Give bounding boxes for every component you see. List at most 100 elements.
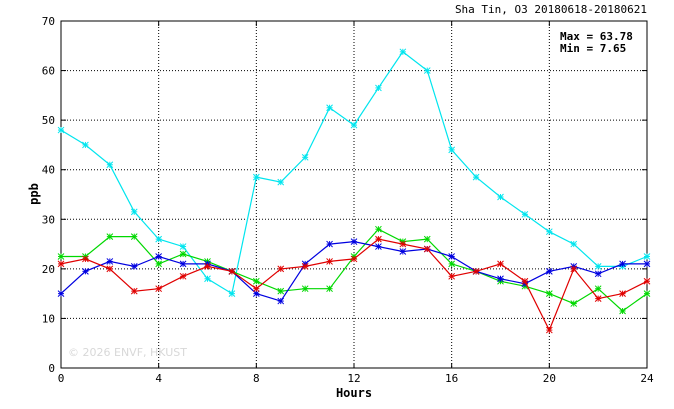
data-point (472, 267, 480, 275)
data-point (643, 277, 651, 285)
x-axis-label: Hours (336, 386, 372, 400)
y-tick-label: 20 (42, 263, 55, 276)
data-point (301, 153, 309, 161)
y-tick-label: 30 (42, 213, 55, 226)
data-point (155, 285, 163, 293)
data-point (375, 225, 382, 233)
data-point (155, 253, 163, 260)
data-point (301, 263, 309, 270)
data-point (277, 297, 285, 305)
data-point (545, 228, 553, 236)
data-point (326, 285, 333, 293)
data-point (252, 285, 260, 293)
x-tick-label: 12 (347, 372, 360, 385)
data-point (204, 263, 211, 270)
chart-title: Sha Tin, O3 20180618-20180621 (455, 3, 647, 16)
data-point (399, 48, 407, 56)
data-point (497, 260, 504, 268)
data-point (497, 275, 504, 283)
data-point (301, 285, 309, 293)
data-point (179, 260, 187, 268)
data-point (448, 253, 456, 260)
data-point (375, 235, 382, 243)
data-point (277, 287, 285, 295)
data-point (326, 104, 333, 112)
data-point (594, 285, 602, 293)
y-axis-label: ppb (27, 183, 41, 205)
y-tick-label: 60 (42, 65, 55, 78)
data-point (350, 121, 358, 129)
x-tick-label: 8 (253, 372, 260, 385)
series-1 (57, 48, 651, 297)
data-point (130, 263, 138, 270)
data-point (375, 243, 382, 250)
x-tick-label: 4 (155, 372, 162, 385)
data-point (179, 250, 187, 258)
x-tick-label: 24 (640, 372, 654, 385)
data-point (423, 235, 431, 243)
data-point (399, 248, 407, 255)
data-point (545, 326, 553, 334)
data-point (643, 253, 651, 260)
y-tick-label: 10 (42, 312, 55, 325)
data-point (643, 260, 651, 268)
data-point (594, 263, 602, 270)
x-tick-label: 16 (445, 372, 458, 385)
data-point (179, 272, 187, 280)
data-point (57, 290, 65, 297)
data-point (399, 240, 407, 248)
data-point (228, 290, 236, 297)
y-tick-label: 50 (42, 114, 55, 127)
data-point (497, 193, 504, 201)
data-point (521, 277, 529, 285)
data-point (130, 287, 138, 295)
data-point (423, 67, 431, 74)
data-point (57, 126, 65, 134)
data-point (619, 290, 626, 297)
series-layer (57, 48, 651, 334)
data-point (448, 272, 456, 280)
data-point (619, 307, 626, 315)
y-tick-label: 40 (42, 164, 55, 177)
data-point (179, 243, 187, 250)
data-point (277, 265, 285, 273)
data-point (350, 255, 358, 263)
series-line (60, 240, 647, 302)
data-point (82, 255, 89, 263)
data-point (204, 275, 211, 283)
ticks: 0 4 8 12 16 20 24 0 10 20 30 40 50 60 70 (42, 15, 654, 385)
data-point (252, 173, 260, 181)
data-point (545, 267, 553, 275)
data-point (155, 235, 163, 243)
data-point (570, 300, 578, 307)
data-point (106, 161, 114, 169)
data-point (448, 260, 456, 268)
watermark: © 2026 ENVF, HKUST (68, 346, 187, 359)
data-point (326, 258, 333, 265)
series-4 (57, 235, 651, 334)
y-tick-label: 70 (42, 15, 55, 28)
data-point (350, 238, 358, 245)
data-point (326, 240, 333, 248)
grid (61, 21, 647, 368)
data-point (252, 277, 260, 285)
data-point (423, 245, 431, 253)
data-point (570, 240, 578, 248)
data-point (472, 173, 480, 181)
data-point (228, 267, 236, 275)
data-point (106, 265, 114, 273)
data-point (82, 141, 89, 149)
data-point (619, 260, 626, 268)
data-point (106, 233, 114, 240)
data-point (277, 178, 285, 186)
data-point (57, 260, 65, 268)
data-point (594, 270, 602, 278)
data-point (130, 208, 138, 216)
data-point (521, 210, 529, 218)
data-point (106, 258, 114, 265)
data-point (545, 290, 553, 297)
data-point (594, 295, 602, 302)
x-tick-label: 0 (58, 372, 65, 385)
stats-min: Min = 7.65 (560, 42, 626, 55)
